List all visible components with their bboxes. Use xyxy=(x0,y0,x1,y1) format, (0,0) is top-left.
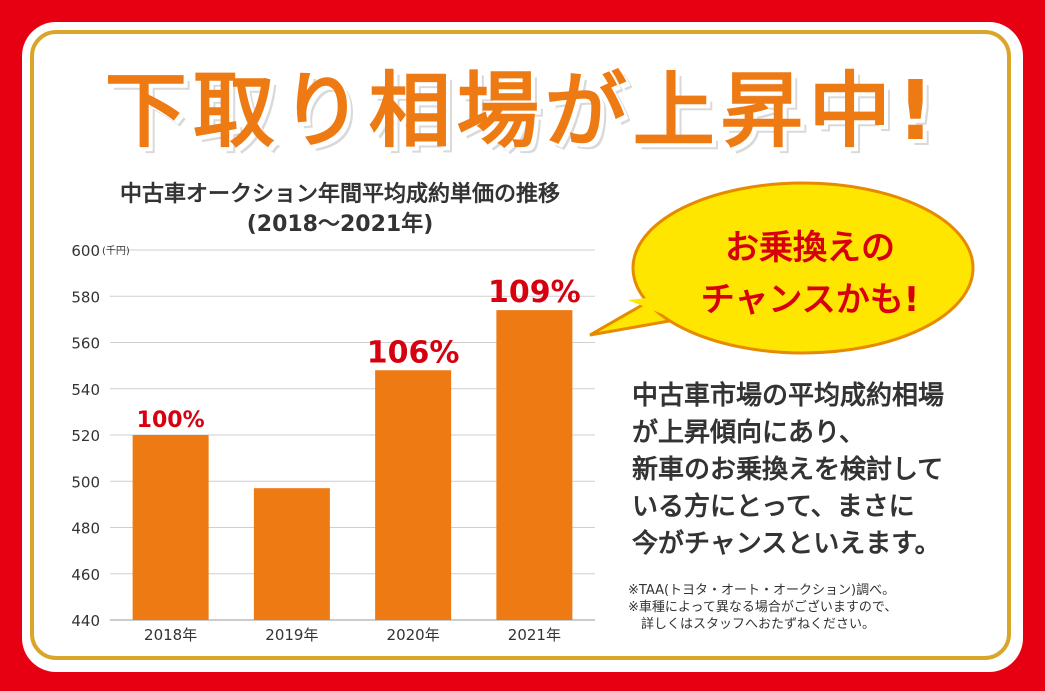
chart-title: 中古車オークション年間平均成約単価の推移 xyxy=(119,182,560,207)
headline: 下取り相場が上昇中! xyxy=(104,64,941,159)
bar xyxy=(132,435,209,620)
bar xyxy=(375,370,452,620)
footnote: 詳しくはスタッフへおたずねください。 xyxy=(628,617,876,632)
data-label: 109% xyxy=(488,275,581,310)
x-tick-label: 2018年 xyxy=(144,626,197,644)
bar xyxy=(496,310,573,620)
x-tick-label: 2021年 xyxy=(508,626,561,644)
y-tick-label: 460 xyxy=(71,566,100,584)
footnote: ※車種によって異なる場合がございますので、 xyxy=(628,600,898,615)
x-axis-labels: 2018年 2019年 2020年 2021年 xyxy=(144,626,561,644)
bars xyxy=(132,310,573,620)
x-tick-label: 2019年 xyxy=(265,626,318,644)
y-unit-label: (千円) xyxy=(102,245,130,257)
y-tick-label: 480 xyxy=(71,520,100,538)
y-tick-label: 500 xyxy=(71,473,100,491)
description-line: が上昇傾向にあり、 xyxy=(632,418,865,448)
x-tick-label: 2020年 xyxy=(387,626,440,644)
bar xyxy=(253,488,330,620)
bubble-line-2: チャンスかも! xyxy=(700,280,920,320)
bubble-text: お乗換えの チャンスかも! xyxy=(650,222,970,326)
y-tick-label: 520 xyxy=(71,427,100,445)
description-line: 今がチャンスといえます。 xyxy=(632,529,941,559)
y-tick-label: 560 xyxy=(71,335,100,353)
y-tick-label: 600 xyxy=(71,242,100,260)
chart-title-block: 中古車オークション年間平均成約単価の推移 (2018〜2021年) xyxy=(60,180,620,240)
footnotes: ※TAA(トヨタ・オート・オークション)調べ。 ※車種によって異なる場合がござい… xyxy=(628,582,1008,633)
description-line: 新車のお乗換えを検討して xyxy=(632,455,944,485)
description: 中古車市場の平均成約相場 が上昇傾向にあり、 新車のお乗換えを検討して いる方に… xyxy=(632,378,1012,563)
footnote: ※TAA(トヨタ・オート・オークション)調べ。 xyxy=(628,583,896,598)
description-line: 中古車市場の平均成約相場 xyxy=(632,381,945,411)
description-line: いる方にとって、まさに xyxy=(632,492,915,522)
y-tick-label: 540 xyxy=(71,381,100,399)
bubble-line-1: お乗換えの xyxy=(725,228,895,268)
data-label: 106% xyxy=(367,335,460,370)
y-tick-label: 580 xyxy=(71,288,100,306)
chart-subtitle: (2018〜2021年) xyxy=(246,212,434,237)
y-tick-label: 440 xyxy=(71,612,100,630)
data-label: 100% xyxy=(137,408,205,433)
y-axis-ticks: 440 460 480 500 520 540 560 580 600 (千円) xyxy=(71,242,130,630)
data-labels: 100% 106% 109% xyxy=(137,275,581,433)
gold-frame xyxy=(30,30,1011,660)
speech-bubble xyxy=(589,181,975,355)
